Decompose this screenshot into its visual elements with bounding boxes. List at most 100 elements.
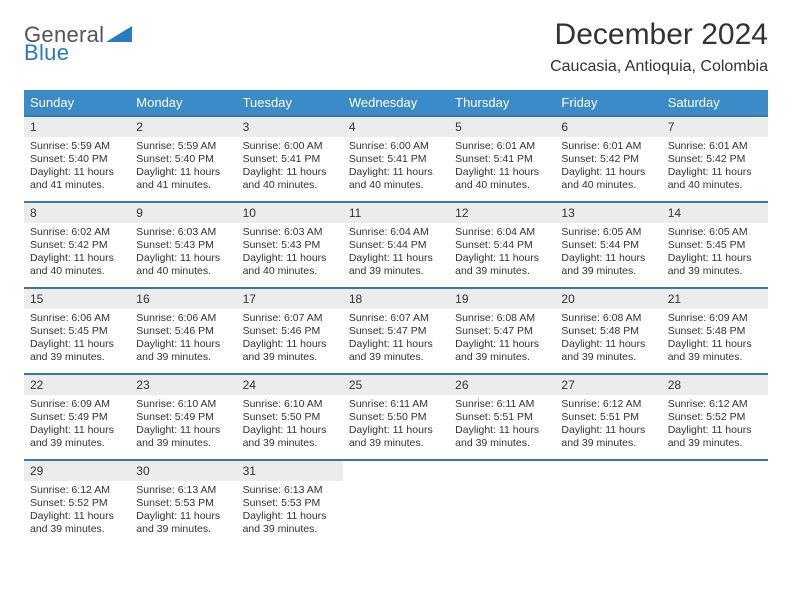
day-cell: 2Sunrise: 5:59 AMSunset: 5:40 PMDaylight…	[130, 117, 236, 201]
day-line: Sunrise: 6:01 AM	[455, 140, 549, 153]
day-number: 26	[449, 375, 555, 395]
day-line: and 39 minutes.	[455, 351, 549, 364]
day-body: Sunrise: 6:01 AMSunset: 5:41 PMDaylight:…	[449, 137, 555, 199]
day-cell: 19Sunrise: 6:08 AMSunset: 5:47 PMDayligh…	[449, 289, 555, 373]
day-number: 30	[130, 461, 236, 481]
day-line: Sunset: 5:41 PM	[243, 153, 337, 166]
day-line: Sunrise: 6:06 AM	[136, 312, 230, 325]
location-subtitle: Caucasia, Antioquia, Colombia	[550, 58, 768, 76]
day-line: Daylight: 11 hours	[30, 510, 124, 523]
day-line: Sunset: 5:49 PM	[136, 411, 230, 424]
day-body: Sunrise: 6:09 AMSunset: 5:48 PMDaylight:…	[662, 309, 768, 371]
day-line: Daylight: 11 hours	[30, 166, 124, 179]
dow-cell: Friday	[555, 90, 661, 115]
day-number: 29	[24, 461, 130, 481]
day-body: Sunrise: 6:03 AMSunset: 5:43 PMDaylight:…	[237, 223, 343, 285]
day-line: Sunrise: 6:12 AM	[668, 398, 762, 411]
day-number: 11	[343, 203, 449, 223]
week-row: 1Sunrise: 5:59 AMSunset: 5:40 PMDaylight…	[24, 115, 768, 201]
logo-line2: Blue	[24, 42, 104, 64]
day-line: Daylight: 11 hours	[349, 252, 443, 265]
day-line: Sunrise: 6:10 AM	[243, 398, 337, 411]
day-line: Sunrise: 6:01 AM	[561, 140, 655, 153]
title-block: December 2024 Caucasia, Antioquia, Colom…	[550, 18, 768, 76]
day-number: 4	[343, 117, 449, 137]
day-line: Sunset: 5:49 PM	[30, 411, 124, 424]
day-body: Sunrise: 6:00 AMSunset: 5:41 PMDaylight:…	[343, 137, 449, 199]
day-line: and 40 minutes.	[668, 179, 762, 192]
day-cell: 11Sunrise: 6:04 AMSunset: 5:44 PMDayligh…	[343, 203, 449, 287]
week-row: 22Sunrise: 6:09 AMSunset: 5:49 PMDayligh…	[24, 373, 768, 459]
day-line: and 39 minutes.	[349, 437, 443, 450]
day-line: Sunset: 5:52 PM	[668, 411, 762, 424]
day-line: and 39 minutes.	[136, 351, 230, 364]
day-number: 28	[662, 375, 768, 395]
day-line: Sunset: 5:45 PM	[30, 325, 124, 338]
day-cell: 12Sunrise: 6:04 AMSunset: 5:44 PMDayligh…	[449, 203, 555, 287]
day-cell: 3Sunrise: 6:00 AMSunset: 5:41 PMDaylight…	[237, 117, 343, 201]
day-body: Sunrise: 6:05 AMSunset: 5:44 PMDaylight:…	[555, 223, 661, 285]
day-cell: 31Sunrise: 6:13 AMSunset: 5:53 PMDayligh…	[237, 461, 343, 545]
day-line: Sunset: 5:40 PM	[30, 153, 124, 166]
day-line: Daylight: 11 hours	[349, 424, 443, 437]
day-cell: 13Sunrise: 6:05 AMSunset: 5:44 PMDayligh…	[555, 203, 661, 287]
day-body: Sunrise: 6:12 AMSunset: 5:52 PMDaylight:…	[24, 481, 130, 543]
day-line: Sunrise: 6:07 AM	[243, 312, 337, 325]
day-line: and 41 minutes.	[136, 179, 230, 192]
day-cell: 5Sunrise: 6:01 AMSunset: 5:41 PMDaylight…	[449, 117, 555, 201]
day-line: Sunset: 5:42 PM	[668, 153, 762, 166]
day-number: 13	[555, 203, 661, 223]
day-line: Sunrise: 6:11 AM	[455, 398, 549, 411]
day-line: Sunset: 5:51 PM	[561, 411, 655, 424]
day-line: and 39 minutes.	[668, 437, 762, 450]
empty-day-cell	[449, 461, 555, 545]
day-line: Sunset: 5:46 PM	[136, 325, 230, 338]
day-number: 12	[449, 203, 555, 223]
day-line: Sunrise: 6:08 AM	[561, 312, 655, 325]
day-line: Sunset: 5:47 PM	[349, 325, 443, 338]
day-body: Sunrise: 6:07 AMSunset: 5:47 PMDaylight:…	[343, 309, 449, 371]
day-body: Sunrise: 6:04 AMSunset: 5:44 PMDaylight:…	[449, 223, 555, 285]
day-line: and 41 minutes.	[30, 179, 124, 192]
day-line: Daylight: 11 hours	[455, 424, 549, 437]
day-body: Sunrise: 6:12 AMSunset: 5:51 PMDaylight:…	[555, 395, 661, 457]
day-number: 19	[449, 289, 555, 309]
day-line: Sunrise: 6:08 AM	[455, 312, 549, 325]
dow-cell: Wednesday	[343, 90, 449, 115]
day-line: and 39 minutes.	[136, 437, 230, 450]
day-body: Sunrise: 6:03 AMSunset: 5:43 PMDaylight:…	[130, 223, 236, 285]
day-line: Sunset: 5:52 PM	[30, 497, 124, 510]
day-line: Daylight: 11 hours	[668, 252, 762, 265]
day-body: Sunrise: 6:00 AMSunset: 5:41 PMDaylight:…	[237, 137, 343, 199]
day-cell: 24Sunrise: 6:10 AMSunset: 5:50 PMDayligh…	[237, 375, 343, 459]
day-line: Sunset: 5:48 PM	[668, 325, 762, 338]
logo-text: General Blue	[24, 24, 104, 64]
day-line: Sunrise: 6:09 AM	[30, 398, 124, 411]
week-row: 29Sunrise: 6:12 AMSunset: 5:52 PMDayligh…	[24, 459, 768, 545]
day-line: Daylight: 11 hours	[30, 338, 124, 351]
day-line: Daylight: 11 hours	[455, 338, 549, 351]
day-line: Daylight: 11 hours	[561, 424, 655, 437]
day-line: and 40 minutes.	[561, 179, 655, 192]
day-cell: 18Sunrise: 6:07 AMSunset: 5:47 PMDayligh…	[343, 289, 449, 373]
day-line: and 39 minutes.	[455, 437, 549, 450]
day-line: Sunset: 5:41 PM	[349, 153, 443, 166]
day-body: Sunrise: 6:11 AMSunset: 5:50 PMDaylight:…	[343, 395, 449, 457]
day-line: Daylight: 11 hours	[136, 166, 230, 179]
day-of-week-row: SundayMondayTuesdayWednesdayThursdayFrid…	[24, 90, 768, 115]
day-number: 20	[555, 289, 661, 309]
day-number: 22	[24, 375, 130, 395]
day-number: 9	[130, 203, 236, 223]
day-line: Sunrise: 6:09 AM	[668, 312, 762, 325]
day-cell: 25Sunrise: 6:11 AMSunset: 5:50 PMDayligh…	[343, 375, 449, 459]
day-line: Sunset: 5:40 PM	[136, 153, 230, 166]
day-body: Sunrise: 6:04 AMSunset: 5:44 PMDaylight:…	[343, 223, 449, 285]
day-number: 3	[237, 117, 343, 137]
day-body: Sunrise: 6:11 AMSunset: 5:51 PMDaylight:…	[449, 395, 555, 457]
day-body: Sunrise: 6:09 AMSunset: 5:49 PMDaylight:…	[24, 395, 130, 457]
day-line: Sunset: 5:42 PM	[561, 153, 655, 166]
day-cell: 10Sunrise: 6:03 AMSunset: 5:43 PMDayligh…	[237, 203, 343, 287]
day-line: Sunrise: 6:04 AM	[349, 226, 443, 239]
day-line: Sunset: 5:53 PM	[136, 497, 230, 510]
day-body: Sunrise: 6:01 AMSunset: 5:42 PMDaylight:…	[662, 137, 768, 199]
